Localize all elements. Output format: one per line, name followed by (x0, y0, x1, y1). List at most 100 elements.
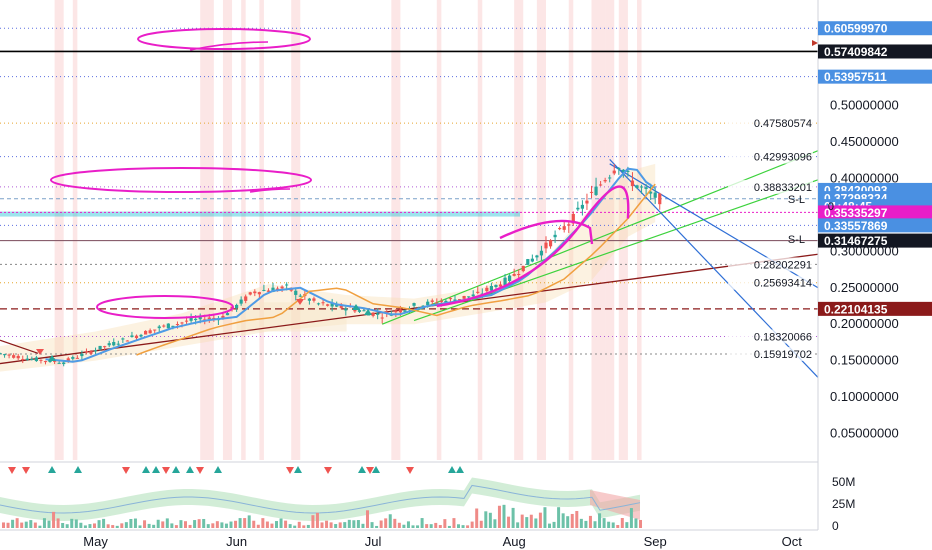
volume-bar (174, 525, 178, 528)
candle-body (626, 170, 630, 172)
volume-bar (511, 507, 515, 528)
candle-body (57, 362, 61, 364)
candle-body (253, 291, 257, 294)
volume-bar (620, 518, 624, 528)
candle-body (62, 362, 66, 365)
volume-bar (42, 518, 46, 528)
volume-bar (270, 523, 274, 528)
volume-signal-arrow (122, 467, 130, 474)
volume-bar (420, 518, 424, 528)
volume-bar (479, 520, 483, 528)
candle-body (658, 193, 662, 205)
volume-bar (366, 510, 369, 528)
candle-body (462, 295, 466, 299)
volume-bar (284, 520, 288, 528)
candle-body (153, 329, 157, 331)
volume-bar (516, 522, 520, 528)
volume-bar (111, 525, 115, 528)
volume-bar (297, 521, 301, 528)
candle-body (562, 226, 566, 230)
candle-body (644, 187, 648, 189)
volume-bar (502, 504, 506, 528)
volume-bar (588, 515, 592, 528)
candle-body (2, 354, 7, 356)
volume-bar (639, 519, 642, 528)
candle-body (630, 180, 635, 187)
candle-body (512, 274, 516, 276)
candle-body (198, 316, 202, 320)
candle-body (162, 325, 166, 327)
candle-body (457, 299, 462, 301)
ellipse-middle-tail (249, 188, 291, 193)
candle-body (576, 207, 580, 210)
candle-body (121, 338, 125, 340)
highlight-band (637, 0, 642, 460)
candle-body (53, 360, 57, 362)
candle-body (376, 313, 380, 315)
candle-body (539, 250, 544, 256)
candle-body (84, 351, 89, 353)
candle-body (312, 298, 316, 301)
candle-body (244, 296, 248, 301)
candle-body (412, 303, 416, 306)
candle-body (116, 343, 120, 345)
candle-body (75, 357, 79, 359)
candle-body (285, 284, 289, 286)
candle-body (39, 359, 43, 361)
volume-bar (611, 522, 615, 528)
volume-bar (302, 525, 306, 528)
y-tick-label: 0.10000000 (830, 389, 899, 404)
highlight-band (618, 0, 628, 460)
volume-bar (247, 515, 251, 528)
volume-bar (152, 524, 156, 528)
candle-body (171, 325, 175, 327)
volume-bar (329, 522, 333, 528)
level-label-bg (728, 346, 813, 361)
black-line-arrow (812, 40, 818, 46)
candle-body (530, 258, 534, 262)
candle-body (594, 186, 598, 195)
signal-triangle (48, 355, 56, 361)
candle-body (184, 320, 189, 322)
candle-body (144, 330, 148, 335)
volume-signal-arrow (162, 467, 170, 474)
volume-bar (306, 524, 310, 528)
highlight-band (222, 0, 233, 460)
volume-bar (457, 524, 460, 528)
highlight-band (54, 0, 64, 460)
cloud-box (236, 302, 347, 332)
price-tag-label: 0.22104135 (824, 302, 888, 316)
volume-bar (29, 520, 33, 528)
level-label-bg (728, 329, 813, 344)
volume-bar (470, 521, 474, 528)
volume-signal-arrow (152, 466, 160, 473)
volume-bar (11, 519, 15, 528)
level-label: 0.18320066 (754, 331, 812, 343)
volume-bar (388, 514, 392, 528)
candle-body (357, 310, 362, 312)
candle-body (157, 326, 161, 329)
highlight-band (259, 0, 264, 460)
level-label-bg (728, 257, 813, 272)
volume-bar (461, 525, 465, 528)
volume-bar (124, 522, 128, 528)
volume-pane (0, 461, 818, 528)
volume-bar (215, 521, 219, 528)
price-tag-label: 0.31467275 (824, 234, 888, 248)
ma-magenta (436, 185, 630, 308)
volume-bar (525, 517, 529, 528)
candle-body (558, 228, 562, 230)
highlight-bands (54, 0, 642, 460)
level-labels: 0.47580574 0.42993096 0.38833201 0.28202291… (728, 116, 834, 361)
volume-bar (570, 513, 574, 528)
volume-bar (252, 520, 256, 528)
candles (0, 163, 662, 367)
volume-bar (106, 524, 110, 528)
volume-bar (493, 519, 497, 528)
candle-body (7, 354, 11, 356)
y-tick-label: 0.40000000 (830, 170, 899, 185)
y-tick-label: 0.05000000 (830, 426, 899, 441)
candle-body (494, 284, 498, 288)
